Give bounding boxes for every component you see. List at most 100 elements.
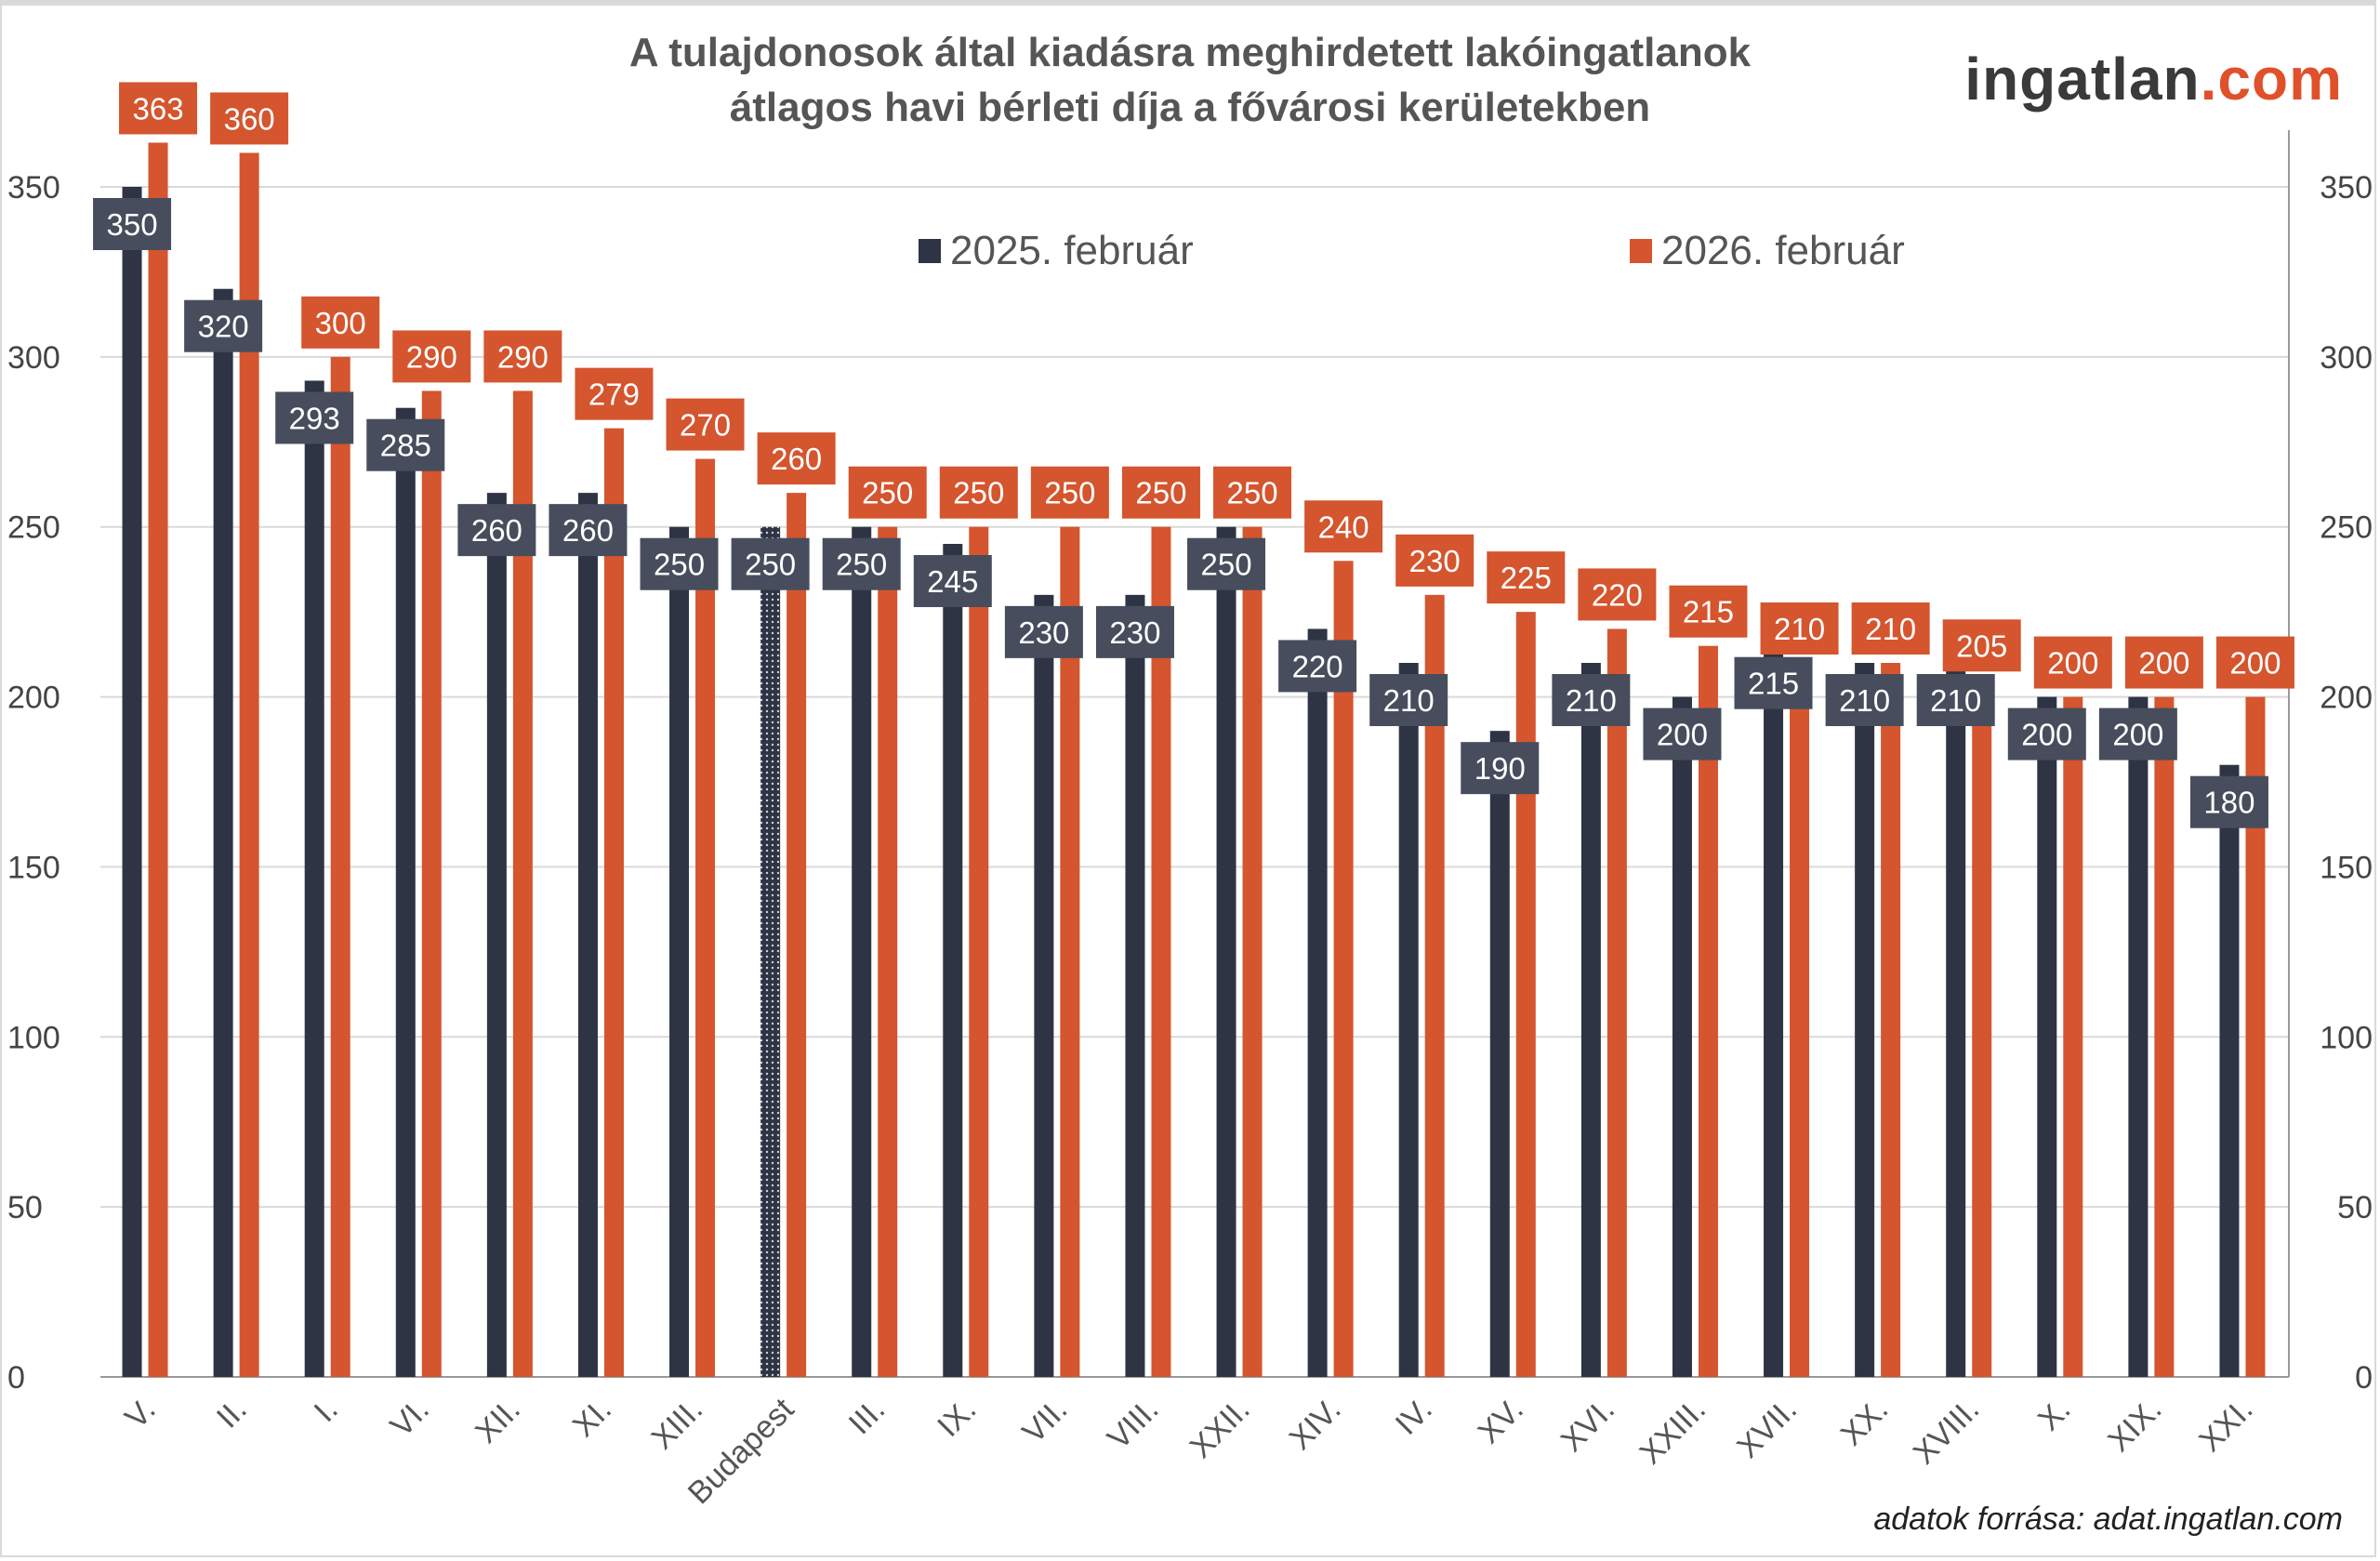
x-tick-label: XVIII. — [1907, 1392, 1987, 1472]
bar-2026 — [1515, 612, 1536, 1377]
data-label-box-2025 — [640, 537, 719, 590]
data-label-2026: 279 — [588, 377, 640, 412]
bar-2026 — [1606, 628, 1627, 1377]
data-label-box-2026 — [1030, 466, 1109, 519]
source-note: adatok forrása: adat.ingatlan.com — [1873, 1501, 2343, 1537]
data-label-box-2025 — [913, 555, 992, 607]
data-label-2025: 210 — [1566, 683, 1617, 718]
bar-2026 — [878, 526, 898, 1377]
bar-2025 — [2219, 764, 2240, 1377]
bar-2026 — [695, 458, 716, 1378]
bar-2025 — [1855, 663, 1875, 1377]
x-tick-label: III. — [842, 1392, 892, 1442]
data-label-box-2025 — [1916, 674, 1995, 726]
data-label-2025: 200 — [2112, 718, 2163, 752]
y-tick-label-right: 50 — [2337, 1190, 2373, 1225]
data-label-box-2025 — [93, 198, 172, 250]
bar-2026 — [1424, 594, 1445, 1377]
data-label-box-2026 — [666, 398, 745, 451]
data-label-box-2025 — [1369, 674, 1448, 726]
y-tick-label-left: 200 — [7, 681, 60, 716]
data-label-2025: 230 — [1018, 615, 1069, 650]
data-label-box-2025 — [1552, 674, 1631, 726]
data-label-box-2026 — [2124, 636, 2203, 689]
data-label-2026: 225 — [1501, 561, 1552, 595]
bar-2026 — [603, 428, 624, 1378]
y-tick-label-right: 300 — [2320, 340, 2373, 376]
x-tick-label: IX. — [931, 1392, 983, 1444]
y-tick-label-right: 200 — [2320, 681, 2373, 716]
logo-suffix: .com — [2200, 46, 2343, 112]
data-label-2026: 200 — [2229, 646, 2281, 681]
bar-2025 — [2128, 696, 2149, 1377]
y-tick-label-left: 100 — [7, 1020, 60, 1055]
data-label-box-2025 — [2189, 775, 2268, 828]
data-label-2026: 200 — [2138, 646, 2189, 681]
y-tick-label-right: 250 — [2320, 510, 2373, 546]
bar-2025 — [1764, 645, 1784, 1377]
data-label-2025: 250 — [1201, 548, 1252, 582]
x-tick-label: XII. — [469, 1392, 527, 1450]
bar-2026 — [2063, 696, 2083, 1377]
data-label-box-2025 — [1278, 640, 1357, 693]
data-label-2025: 250 — [836, 548, 887, 582]
data-label-2026: 290 — [497, 339, 549, 374]
data-label-box-2026 — [301, 296, 380, 349]
data-label-box-2026 — [210, 92, 289, 145]
data-label-2025: 320 — [198, 310, 249, 344]
y-tick-label-right: 100 — [2320, 1020, 2373, 1055]
legend-label-2025: 2025. február — [950, 228, 1194, 273]
bar-2025 — [1034, 594, 1054, 1377]
data-label-box-2026 — [1121, 466, 1200, 519]
data-label-box-2026 — [1487, 551, 1566, 604]
x-tick-label: XIII. — [645, 1392, 710, 1457]
data-label-box-2026 — [1669, 585, 1748, 638]
data-label-2025: 220 — [1292, 649, 1343, 683]
data-label-box-2025 — [1187, 537, 1266, 590]
data-label-2026: 250 — [1227, 476, 1278, 510]
ingatlan-logo: ingatlan.com — [1964, 45, 2343, 113]
bar-2025 — [1125, 594, 1145, 1377]
data-label-2025: 210 — [1839, 683, 1890, 718]
y-tick-label-left: 50 — [7, 1190, 43, 1225]
data-label-box-2025 — [822, 537, 901, 590]
data-label-box-2026 — [1942, 619, 2021, 672]
data-label-box-2025 — [2098, 708, 2177, 761]
x-tick-label: XIX. — [2101, 1392, 2168, 1459]
bar-2026 — [2245, 696, 2266, 1377]
x-tick-label: XXIII. — [1633, 1392, 1712, 1472]
data-label-2025: 190 — [1474, 751, 1526, 786]
bar-2025 — [2037, 696, 2057, 1377]
data-label-box-2026 — [483, 330, 562, 383]
x-tick-label: XXII. — [1183, 1392, 1257, 1465]
data-label-2026: 300 — [315, 306, 366, 340]
data-label-box-2026 — [1760, 602, 1839, 655]
data-label-box-2025 — [1461, 742, 1540, 795]
bar-2026 — [1151, 526, 1171, 1377]
data-label-2026: 250 — [1135, 476, 1186, 510]
data-label-2025: 260 — [562, 513, 614, 548]
y-tick-label-right: 0 — [2355, 1360, 2373, 1396]
data-label-box-2025 — [2007, 708, 2086, 761]
bar-2026 — [1060, 526, 1080, 1377]
data-label-2026: 220 — [1592, 577, 1643, 612]
x-tick-label: II. — [210, 1392, 254, 1435]
bar-2025 — [1398, 663, 1419, 1377]
data-label-box-2026 — [848, 466, 927, 519]
x-tick-label: IV. — [1389, 1392, 1439, 1442]
data-label-2026: 210 — [1774, 612, 1825, 646]
data-label-2025: 210 — [1930, 683, 1981, 718]
bar-2026 — [421, 390, 442, 1377]
bar-2025 — [1489, 731, 1510, 1377]
legend-label-2026: 2026. február — [1661, 228, 1905, 273]
data-label-2026: 360 — [224, 101, 275, 136]
data-label-box-2026 — [1304, 500, 1383, 553]
data-label-2025: 285 — [380, 429, 431, 463]
data-label-2025: 350 — [107, 207, 158, 242]
data-label-2025: 293 — [289, 401, 340, 435]
data-label-box-2026 — [1213, 466, 1292, 519]
data-label-2025: 200 — [2021, 718, 2072, 752]
bar-2025 — [577, 493, 598, 1377]
data-label-2026: 260 — [771, 442, 822, 476]
data-label-box-2026 — [119, 82, 198, 135]
